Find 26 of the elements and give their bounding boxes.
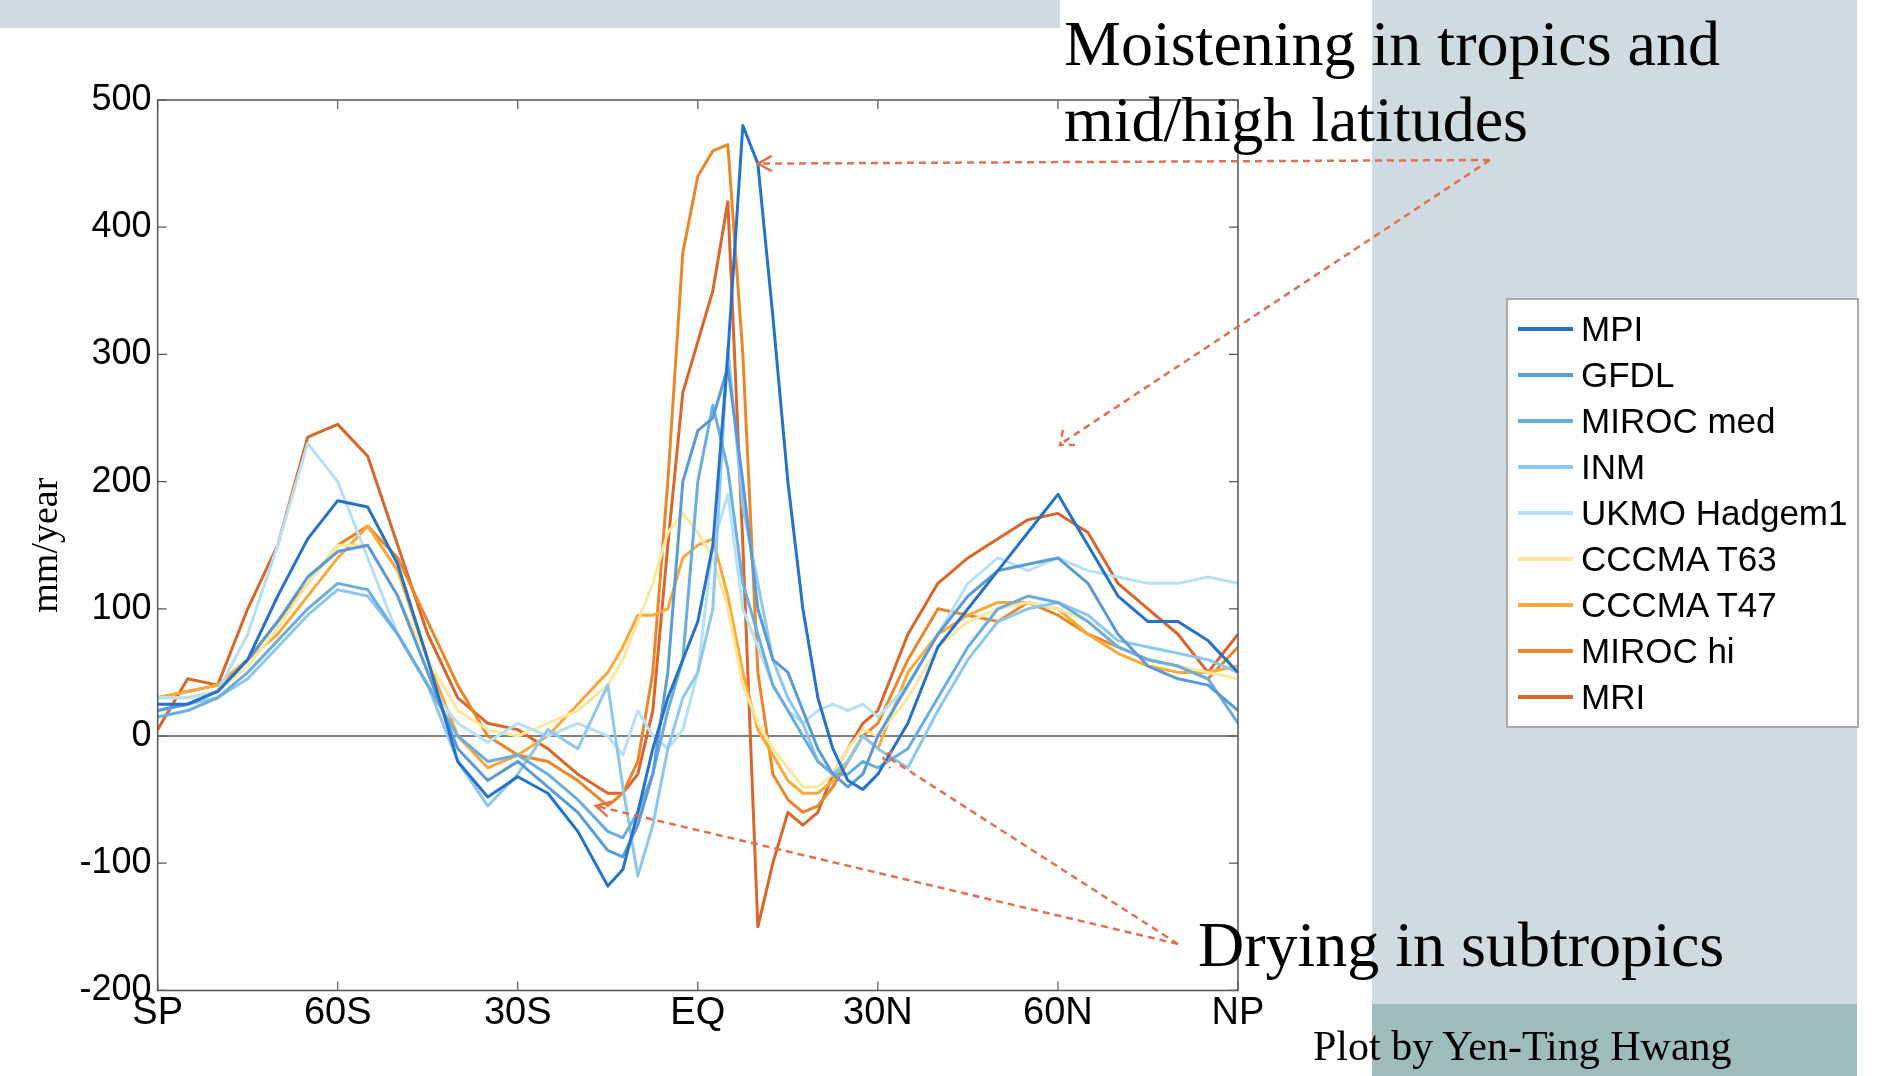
legend-label: INM — [1581, 446, 1646, 488]
text: Plot by Yen-Ting Hwang — [1313, 1022, 1732, 1070]
y-tick-label: 200 — [91, 458, 152, 500]
y-tick-label: 300 — [91, 331, 152, 373]
x-tick-label: EQ — [670, 989, 726, 1032]
y-tick-label: 0 — [131, 712, 152, 754]
legend-label: GFDL — [1581, 354, 1675, 396]
x-tick-label: 60N — [1023, 989, 1093, 1032]
legend-label: MPI — [1581, 308, 1644, 350]
legend-label: MRI — [1581, 676, 1646, 718]
y-tick-label: 400 — [91, 204, 152, 246]
legend-label: CCCMA T63 — [1581, 538, 1777, 580]
legend-label: MIROC hi — [1581, 630, 1735, 672]
legend-label: MIROC med — [1581, 400, 1776, 442]
y-axis-title: mm/year — [22, 477, 65, 613]
y-tick-label: 100 — [91, 585, 152, 627]
x-tick-label: 30N — [843, 989, 913, 1032]
y-tick-label: -100 — [79, 840, 152, 882]
legend-label: CCCMA T47 — [1581, 584, 1777, 626]
x-tick-label: 60S — [303, 989, 372, 1032]
annotation: Moistening in tropics and mid/high latitudes — [1064, 7, 1721, 157]
annotation: Drying in subtropics — [1198, 908, 1725, 982]
x-tick-label: 30S — [483, 989, 552, 1032]
x-tick-label: NP — [1211, 989, 1265, 1032]
y-tick-label: 500 — [91, 76, 152, 118]
legend-label: UKMO Hadgem1 — [1581, 492, 1848, 534]
